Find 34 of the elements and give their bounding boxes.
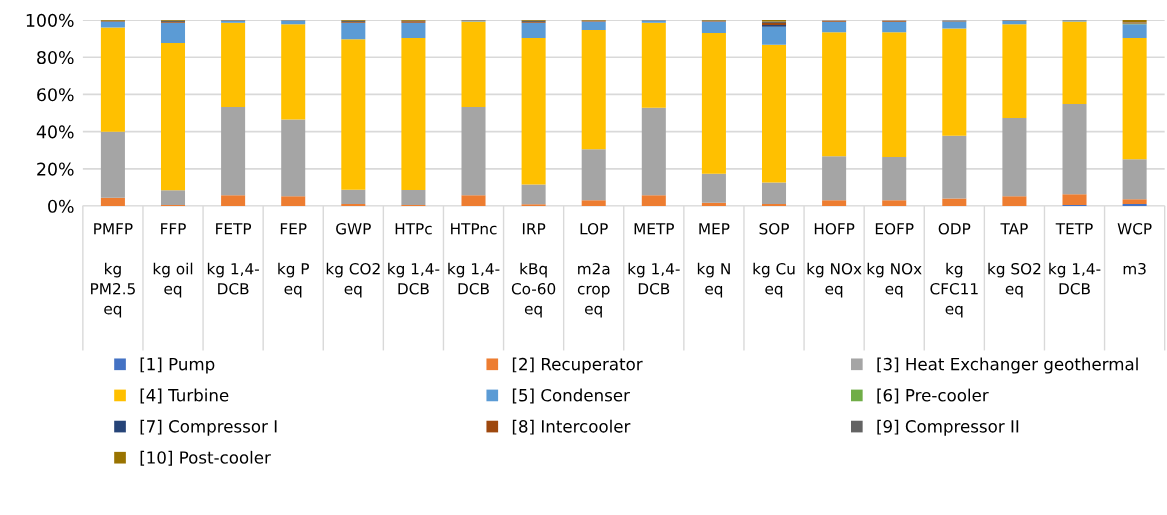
- y-tick-label: 80%: [37, 50, 74, 65]
- category-label: TETP kg 1,4- DCB: [1049, 223, 1101, 295]
- legend-label: [8] Intercooler: [512, 419, 631, 435]
- category-label: FFP kg oil eq: [153, 223, 193, 298]
- legend-label: [9] Compressor II: [877, 419, 1019, 436]
- legend-label: [7] Compressor I: [140, 419, 277, 436]
- category-label: HTPnc kg 1,4- DCB: [448, 223, 500, 295]
- category-label: SOP kg Cu eq: [753, 222, 795, 298]
- category-label: IRP kBq Co-60 eq: [511, 223, 556, 318]
- category-label: EOFP kg NOx eq: [867, 222, 922, 298]
- legend-label: [6] Pre-cooler: [877, 388, 989, 404]
- y-tick-label: 40%: [36, 125, 74, 139]
- category-label: TAP kg SO2 eq: [988, 223, 1041, 298]
- y-tick-label: 100%: [26, 13, 74, 27]
- y-tick-label: 20%: [37, 162, 74, 176]
- legend-label: [2] Recuperator: [512, 357, 643, 374]
- category-label: ODP kg CFC11 eq: [930, 222, 978, 318]
- category-label: FEP kg P eq: [278, 223, 309, 298]
- category-label: WCP m3: [1117, 222, 1152, 275]
- category-label: GWP kg CO2 eq: [326, 222, 380, 298]
- legend-label: [1] Pump: [140, 357, 215, 374]
- legend-label: [3] Heat Exchanger geothermal: [877, 357, 1138, 374]
- legend-label: [5] Condenser: [512, 388, 630, 404]
- category-label: MEP kg N eq: [697, 223, 730, 298]
- y-tick-label: 60%: [37, 88, 74, 102]
- category-label: HTPc kg 1,4- DCB: [388, 223, 440, 295]
- y-tick-label: 0%: [48, 199, 74, 213]
- category-label: HOFP kg NOx eq: [807, 222, 862, 298]
- category-label: METP kg 1,4- DCB: [628, 223, 680, 295]
- category-label: FETP kg 1,4- DCB: [207, 223, 259, 295]
- legend-label: [4] Turbine: [140, 388, 229, 404]
- category-label: PMFP kg PM2.5 eq: [91, 223, 135, 318]
- legend-label: [10] Post-cooler: [140, 450, 271, 466]
- category-label: LOP m2a crop eq: [577, 222, 610, 318]
